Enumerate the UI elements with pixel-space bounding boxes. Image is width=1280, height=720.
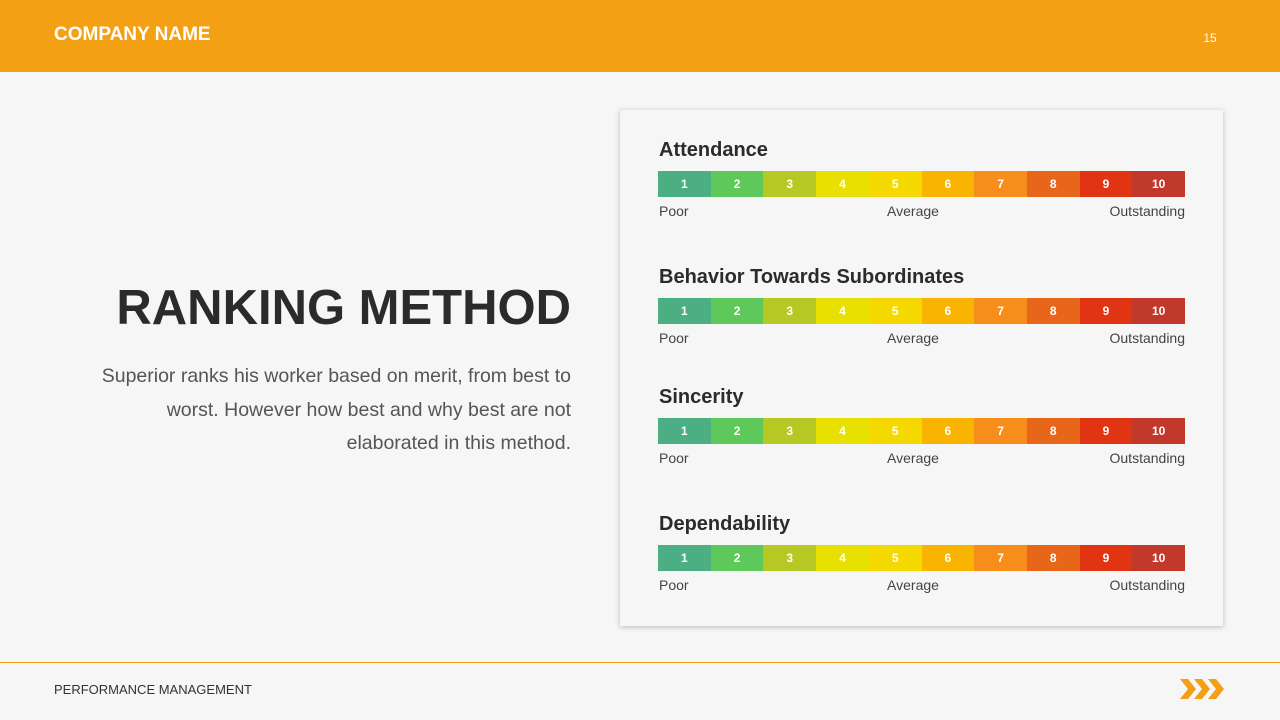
rating-cell: 9 [1079, 418, 1133, 444]
scale-anchor: Average [887, 203, 939, 219]
rating-cell: 2 [710, 298, 764, 324]
scale-anchor: Poor [659, 577, 689, 593]
rating-cell: 9 [1079, 298, 1133, 324]
footer-text: PERFORMANCE MANAGEMENT [54, 682, 252, 697]
rating-bar: 1 2 3 4 5 6 7 8 9 10 [658, 418, 1186, 444]
rating-cell: 4 [816, 171, 869, 197]
rating-cell: 4 [816, 298, 869, 324]
rating-cell: 8 [1026, 298, 1080, 324]
scale-anchor: Average [887, 450, 939, 466]
rating-cell: 3 [763, 171, 817, 197]
rating-cell: 7 [974, 298, 1027, 324]
rating-cell: 2 [710, 418, 764, 444]
rating-cell: 6 [921, 418, 975, 444]
rating-cell: 3 [763, 545, 817, 571]
rating-cell: 3 [763, 418, 817, 444]
description: Superior ranks his worker based on merit… [101, 365, 571, 454]
rating-cell: 5 [868, 418, 922, 444]
rating-cell: 3 [763, 298, 817, 324]
company-name: COMPANY NAME [54, 24, 211, 45]
header-bar [0, 0, 1280, 72]
rating-cell: 4 [816, 545, 869, 571]
chevrons-icon [1180, 679, 1224, 699]
page-number: 15 [1203, 31, 1217, 45]
footer-line [0, 662, 1280, 663]
scale-anchor: Outstanding [1109, 450, 1186, 466]
scale-label: Attendance [659, 139, 768, 161]
rating-cell: 6 [921, 171, 975, 197]
rating-bar: 1 2 3 4 5 6 7 8 9 10 [658, 171, 1186, 197]
scale-label: Behavior Towards Subordinates [659, 266, 965, 288]
rating-bar: 1 2 3 4 5 6 7 8 9 10 [658, 545, 1186, 571]
scale-anchor: Outstanding [1109, 577, 1186, 593]
rating-cell: 9 [1079, 545, 1133, 571]
scale-anchor: Outstanding [1109, 203, 1186, 219]
rating-cell: 6 [921, 298, 975, 324]
scale-anchor: Outstanding [1109, 330, 1186, 346]
rating-cell: 8 [1026, 545, 1080, 571]
rating-cell: 4 [816, 418, 869, 444]
rating-cell: 5 [868, 298, 922, 324]
rating-cell: 2 [710, 171, 764, 197]
slide-title: RANKING METHOD [116, 281, 571, 335]
scale-label: Dependability [659, 513, 791, 535]
scale-label: Sincerity [659, 386, 744, 408]
rating-cell: 10 [1132, 171, 1186, 197]
rating-cell: 5 [868, 545, 922, 571]
scale-anchor: Average [887, 577, 939, 593]
rating-cell: 7 [974, 171, 1027, 197]
rating-cell: 6 [921, 545, 975, 571]
rating-cell: 7 [974, 545, 1027, 571]
rating-cell: 1 [658, 418, 711, 444]
rating-cell: 1 [658, 171, 711, 197]
rating-cell: 9 [1079, 171, 1133, 197]
rating-bar: 1 2 3 4 5 6 7 8 9 10 [658, 298, 1186, 324]
scale-anchor: Poor [659, 330, 689, 346]
rating-cell: 10 [1132, 545, 1186, 571]
rating-cell: 8 [1026, 171, 1080, 197]
rating-cell: 10 [1132, 418, 1186, 444]
scale-anchor: Poor [659, 203, 689, 219]
rating-cell: 10 [1132, 298, 1186, 324]
scale-anchor: Average [887, 330, 939, 346]
rating-cell: 2 [710, 545, 764, 571]
rating-cell: 5 [868, 171, 922, 197]
scale-anchor: Poor [659, 450, 689, 466]
rating-cell: 1 [658, 545, 711, 571]
rating-cell: 1 [658, 298, 711, 324]
rating-cell: 7 [974, 418, 1027, 444]
rating-cell: 8 [1026, 418, 1080, 444]
